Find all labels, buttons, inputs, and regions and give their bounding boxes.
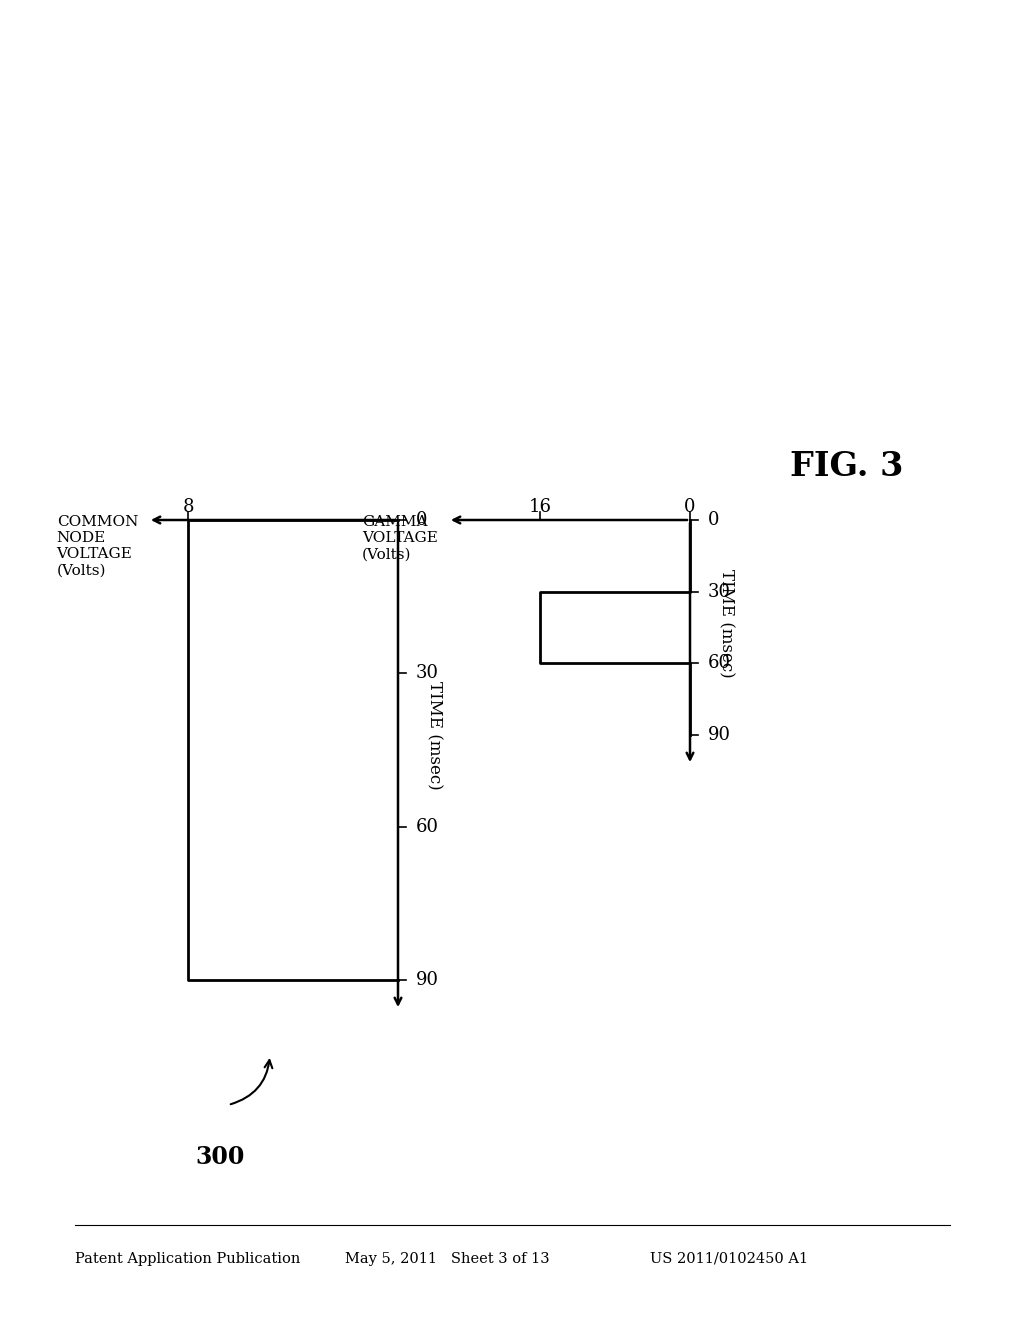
Text: 90: 90 [708,726,731,744]
Text: 60: 60 [708,655,731,672]
FancyArrowPatch shape [230,1060,272,1105]
Text: TIME (msec): TIME (msec) [426,681,443,789]
Text: 16: 16 [528,498,552,516]
Text: US 2011/0102450 A1: US 2011/0102450 A1 [650,1251,808,1266]
Text: 0: 0 [708,511,720,529]
Text: 8: 8 [182,498,194,516]
Text: 300: 300 [195,1144,245,1170]
Text: TIME (msec): TIME (msec) [718,569,735,677]
Text: Patent Application Publication: Patent Application Publication [75,1251,300,1266]
Text: 30: 30 [416,664,439,682]
Text: FIG. 3: FIG. 3 [790,450,903,483]
Text: 60: 60 [416,817,439,836]
Text: 90: 90 [416,972,439,989]
Text: 0: 0 [684,498,695,516]
Text: GAMMA
VOLTAGE
(Volts): GAMMA VOLTAGE (Volts) [362,515,438,561]
Text: 30: 30 [708,582,731,601]
Text: COMMON
NODE
VOLTAGE
(Volts): COMMON NODE VOLTAGE (Volts) [56,515,138,578]
Text: May 5, 2011   Sheet 3 of 13: May 5, 2011 Sheet 3 of 13 [345,1251,550,1266]
Text: 0: 0 [416,511,427,529]
